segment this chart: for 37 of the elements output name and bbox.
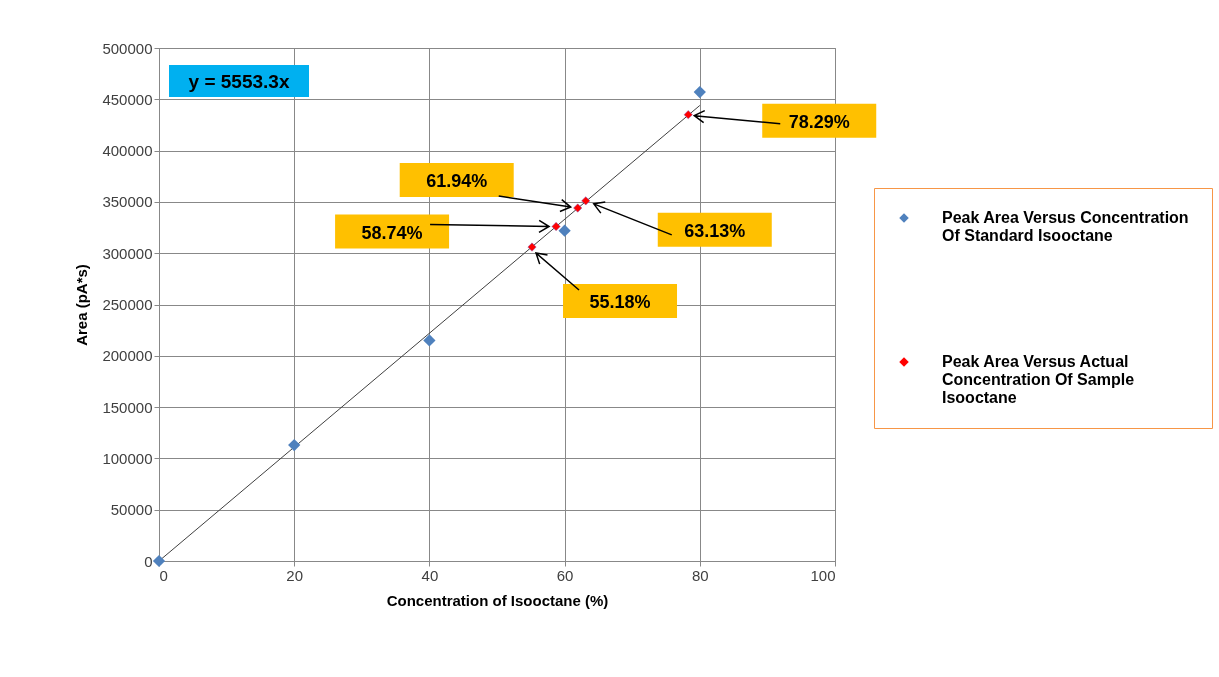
x-tick-label: 40: [421, 566, 439, 584]
x-tick-label: 20: [286, 566, 304, 584]
x-axis-title: Concentration of Isooctane (%): [386, 591, 609, 609]
legend-label: Peak Area Versus Actual Concentration Of Sample Isooctane: [942, 353, 1135, 406]
y-axis-title: Area (pA*s): [73, 264, 91, 346]
y-tick-label: 400000: [102, 142, 153, 160]
y-tick-label: 350000: [102, 193, 153, 211]
point: [581, 196, 591, 206]
point: [288, 438, 301, 452]
annotation: 55.18%: [589, 292, 651, 313]
annotation: 63.13%: [684, 220, 746, 241]
y-tick-label: 200000: [102, 347, 153, 365]
y-tick-label: 250000: [102, 296, 153, 313]
y-tick-label: 50000: [110, 501, 153, 519]
point: [683, 110, 693, 120]
legend-label: Peak Area Versus Concentration Of Standard Isooctane: [942, 209, 1189, 244]
point: [527, 242, 537, 252]
x-tick-label: 100: [810, 566, 836, 584]
point: [551, 222, 561, 231]
x-tick-label: 60: [556, 566, 574, 584]
point: [423, 334, 436, 347]
annotation: 61.94%: [426, 171, 488, 192]
y-tick-label: 0: [144, 552, 153, 570]
y-tick-label: 300000: [102, 244, 153, 262]
point: [558, 224, 571, 237]
annotation: 58.74%: [361, 222, 423, 243]
y-tick-label: 150000: [102, 398, 153, 416]
annotation: 78.29%: [788, 111, 850, 132]
y-tick-label: 500000: [102, 39, 153, 57]
annotation: y = 5553.3x: [188, 71, 290, 92]
point: [693, 85, 706, 99]
point: [573, 203, 583, 213]
point: [152, 554, 166, 568]
x-tick-label: 80: [691, 566, 709, 584]
y-tick-label: 450000: [102, 90, 153, 108]
y-tick-label: 100000: [102, 449, 153, 467]
x-tick-label: 0: [159, 566, 168, 584]
